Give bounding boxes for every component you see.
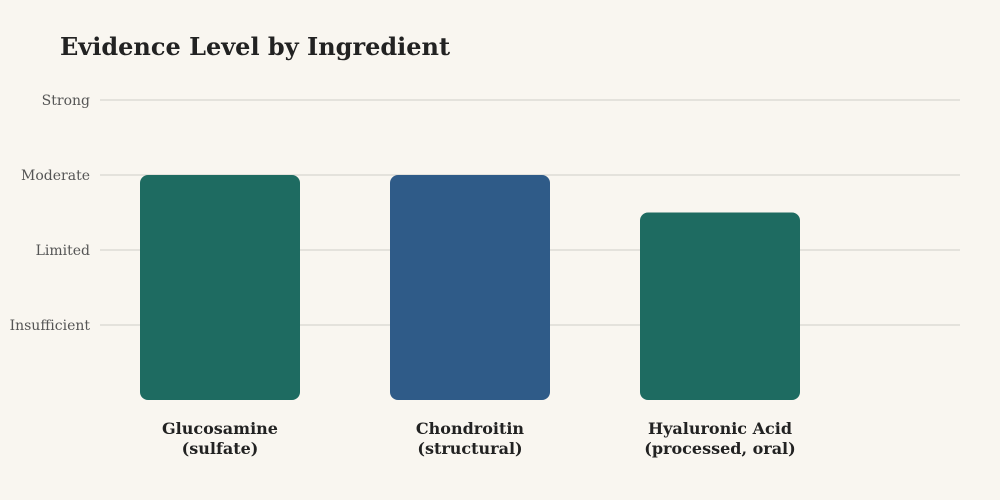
bar [640, 212, 800, 400]
bars [140, 175, 800, 400]
x-tick-label: (processed, oral) [644, 439, 795, 458]
x-tick-label: (sulfate) [182, 439, 259, 458]
bar [140, 175, 300, 400]
y-tick-label: Moderate [21, 168, 90, 184]
y-tick-label: Insufficient [10, 318, 91, 334]
y-axis-ticks: Insufficient Limited Moderate Strong [10, 93, 91, 334]
x-tick-label: Hyaluronic Acid [648, 419, 792, 438]
y-tick-label: Strong [42, 93, 90, 109]
chart-title: Evidence Level by Ingredient [60, 32, 450, 61]
x-tick-label: Chondroitin [416, 419, 525, 438]
x-tick-label: (structural) [417, 439, 522, 458]
x-tick-label: Glucosamine [162, 419, 278, 438]
y-tick-label: Limited [36, 243, 90, 259]
bar [390, 175, 550, 400]
x-axis-ticks: Glucosamine(sulfate) Chondroitin(structur… [162, 419, 796, 458]
